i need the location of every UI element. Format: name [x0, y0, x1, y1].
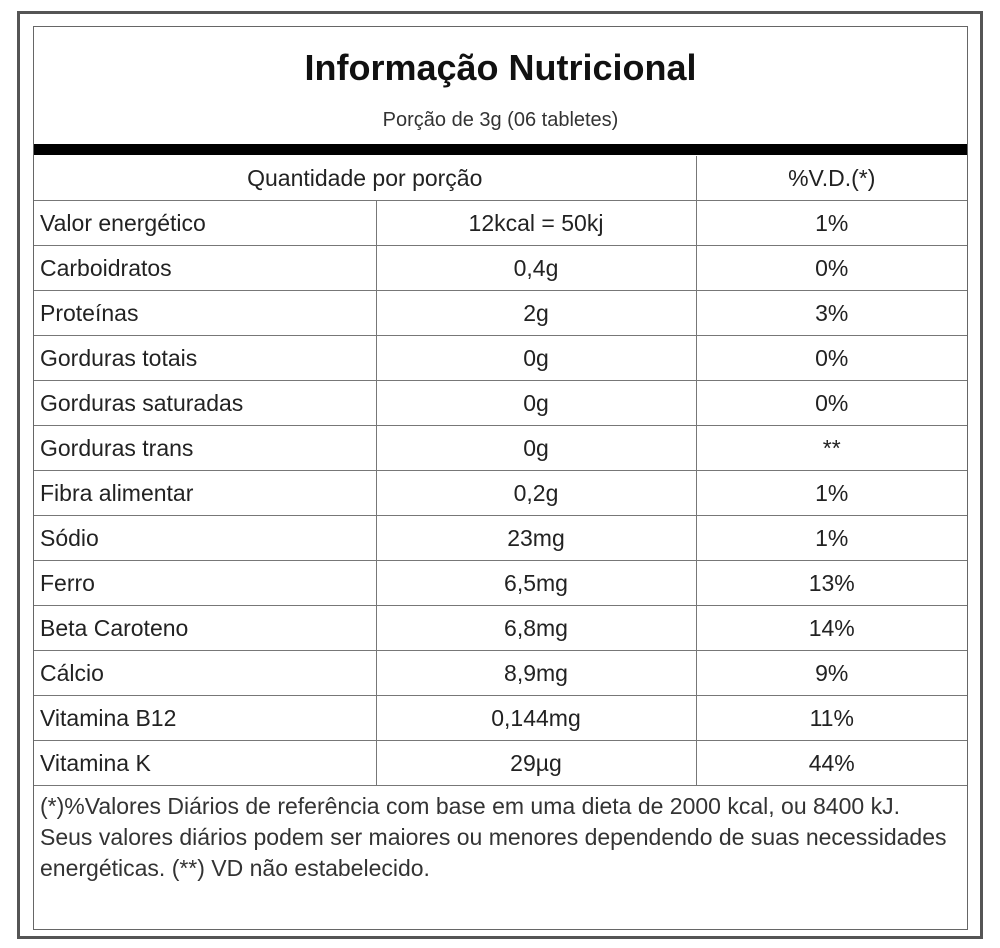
amount: 0g: [375, 425, 697, 471]
nutrient-name: Vitamina B12: [34, 695, 377, 741]
outer-frame: Informação Nutricional Porção de 3g (06 …: [17, 11, 983, 939]
divider-bar: [34, 144, 967, 155]
footnote: (*)%Valores Diários de referência com ba…: [40, 793, 947, 881]
daily-value: 0%: [695, 245, 967, 291]
nutrient-name: Beta Caroteno: [34, 605, 377, 651]
amount: 0g: [375, 335, 697, 381]
title: Informação Nutricional: [304, 47, 697, 88]
column-header: %V.D.(*): [695, 156, 967, 201]
table-row: Cálcio 8,9mg 9%: [34, 650, 967, 696]
daily-value: 44%: [695, 740, 967, 786]
table-row: Gorduras totais 0g 0%: [34, 335, 967, 381]
amount: 0,2g: [375, 470, 697, 516]
daily-value: 13%: [695, 560, 967, 606]
amount: 6,5mg: [375, 560, 697, 606]
nutrient-name: Fibra alimentar: [34, 470, 377, 516]
amount: 12kcal = 50kj: [375, 200, 697, 246]
table-row: Proteínas 2g 3%: [34, 290, 967, 336]
amount: 29µg: [375, 740, 697, 786]
nutrient-name: Carboidratos: [34, 245, 377, 291]
table-row: Carboidratos 0,4g 0%: [34, 245, 967, 291]
amount: 0g: [375, 380, 697, 426]
nutrient-name: Cálcio: [34, 650, 377, 696]
nutrient-name: Gorduras saturadas: [34, 380, 377, 426]
nutrient-name: Ferro: [34, 560, 377, 606]
table-row: Vitamina K 29µg 44%: [34, 740, 967, 786]
table-row: Valor energético 12kcal = 50kj 1%: [34, 200, 967, 246]
nutrient-name: Sódio: [34, 515, 377, 561]
daily-value: **: [695, 425, 967, 471]
amount: 6,8mg: [375, 605, 697, 651]
nutrient-name: Vitamina K: [34, 740, 377, 786]
daily-value: 0%: [695, 335, 967, 381]
nutrient-name: Gorduras trans: [34, 425, 377, 471]
table-row: Vitamina B12 0,144mg 11%: [34, 695, 967, 741]
daily-value: 1%: [695, 200, 967, 246]
table-row: Fibra alimentar 0,2g 1%: [34, 470, 967, 516]
amount: 0,144mg: [375, 695, 697, 741]
column-header: Quantidade por porção: [34, 156, 697, 201]
daily-value: 1%: [695, 515, 967, 561]
amount: 23mg: [375, 515, 697, 561]
daily-value: 9%: [695, 650, 967, 696]
subtitle: Porção de 3g (06 tabletes): [382, 109, 619, 131]
daily-value: 0%: [695, 380, 967, 426]
table-row: Ferro 6,5mg 13%: [34, 560, 967, 606]
nutrient-name: Valor energético: [34, 200, 377, 246]
table-row: Gorduras trans 0g **: [34, 425, 967, 471]
daily-value: 11%: [695, 695, 967, 741]
nutrient-name: Gorduras totais: [34, 335, 377, 381]
table-row: Beta Caroteno 6,8mg 14%: [34, 605, 967, 651]
amount: 2g: [375, 290, 697, 336]
daily-value: 1%: [695, 470, 967, 516]
table-row: Sódio 23mg 1%: [34, 515, 967, 561]
daily-value: 3%: [695, 290, 967, 336]
amount: 0,4g: [375, 245, 697, 291]
nutrition-table: Quantidade por porção %V.D.(*) Valor ene…: [34, 156, 967, 786]
label-frame: Informação Nutricional Porção de 3g (06 …: [33, 26, 968, 930]
table-row: Gorduras saturadas 0g 0%: [34, 380, 967, 426]
daily-value: 14%: [695, 605, 967, 651]
nutrient-name: Proteínas: [34, 290, 377, 336]
header-row: Quantidade por porção %V.D.(*): [34, 156, 967, 201]
amount: 8,9mg: [375, 650, 697, 696]
